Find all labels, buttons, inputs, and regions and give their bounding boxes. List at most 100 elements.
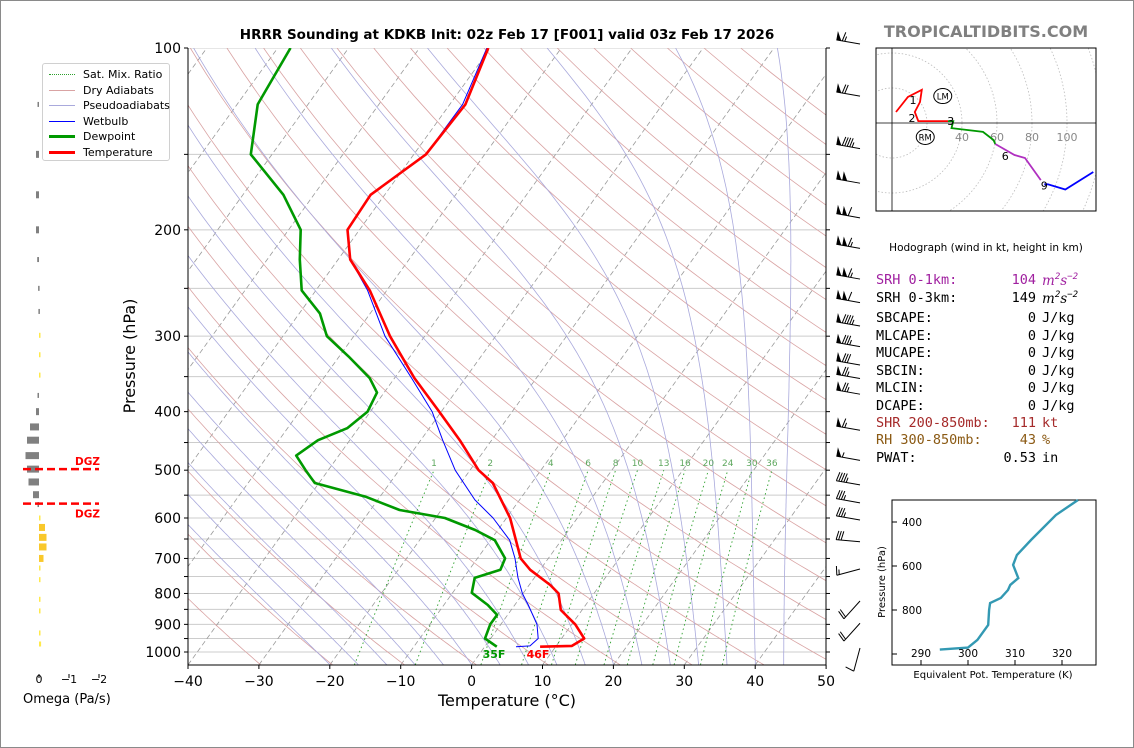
omega-bar [27,465,39,473]
omega-bar [37,257,39,263]
param-unit: in [1042,450,1058,466]
omega-bar [39,577,41,583]
param-label: MLCAPE: [876,328,933,344]
dry-adiabat [188,533,333,665]
isotherm [258,48,704,665]
unit-exp: −2 [1067,272,1079,282]
mixing-ratio-line [414,470,491,665]
barb-full [844,84,849,94]
theta-e-y-tick-label: 600 [902,561,922,573]
omega-bar [36,150,39,158]
unit-text: in [1042,450,1059,466]
param-unit: J/kg [1042,398,1075,414]
param-unit: m2s−2 [1042,290,1078,307]
mixing-ratio-label: 2 [487,459,493,469]
surface-dewpoint-label: 35F [483,648,506,661]
legend: Sat. Mix. Ratio Dry Adiabats Pseudoadiabat… [42,63,170,161]
barb-full [841,418,847,428]
wind-barb [835,489,861,504]
theta-e-x-label: Equivalent Pot. Temperature (K) [913,670,1072,681]
wind-barb [835,565,861,576]
param-value: 0 [1027,398,1036,414]
theta-e-x-tick-label: 300 [958,648,978,660]
barb-flag [836,204,842,215]
storm-motion-label: LM [937,93,949,103]
barb-full [844,137,849,147]
omega-bar [39,533,47,541]
unit-text: J/kg [1042,398,1075,414]
barb-half [850,272,853,278]
x-tick-label: 0 [467,674,476,690]
barb-full [835,507,841,517]
legend-swatch [49,135,75,138]
barb-half [843,495,847,501]
hodograph-height-label: 2 [908,112,915,125]
isotherm [471,172,826,665]
mixing-ratio-label: 6 [585,459,591,469]
barb-full [838,490,843,500]
dry-adiabat [188,408,477,665]
mixing-ratio-label: 1 [431,459,437,469]
hodograph-segment [895,88,948,122]
wind-barb [838,600,861,620]
barb-full [839,609,847,618]
pseudoadiabat [188,523,331,665]
param-unit: kt [1042,415,1058,431]
omega-axis-label: Omega (Pa/s) [23,692,111,707]
mixing-ratio-label: 13 [658,459,669,469]
omega-bar [39,372,41,378]
wind-barb [836,266,861,280]
legend-item: Dry Adiabats [49,83,154,98]
legend-swatch [49,120,75,122]
dewpoint-line [249,48,507,648]
mixing-ratio-label: 20 [703,459,715,469]
y-tick-label: 800 [154,586,181,602]
pseudoadiabat [188,254,529,665]
dry-adiabat [446,48,826,367]
barb-full [846,335,852,345]
x-tick-label: 40 [746,674,764,690]
hodograph-caption: Hodograph (wind in kt, height in km) [889,242,1083,254]
barb-staff [836,539,861,543]
barb-full [840,508,846,517]
barb-flag [836,365,842,376]
y-tick-label: 100 [154,41,181,57]
barb-full [841,382,847,392]
hodograph-ring-label: 40 [955,131,969,144]
x-tick-label: 30 [675,674,693,690]
barb-staff [836,143,861,150]
barb-full [841,366,847,376]
pseudoadiabat [546,48,728,665]
omega-bar [39,565,41,571]
param-value: 0 [1027,345,1036,361]
mixing-ratio-line [673,470,729,665]
legend-label: Sat. Mix. Ratio [83,68,163,81]
mixing-ratio-label: 24 [722,459,734,469]
omega-bar [33,491,39,499]
barb-staff [836,373,861,380]
wind-barb [836,447,861,461]
barb-full [844,335,849,345]
wind-barb [836,381,861,395]
barb-full [843,473,848,483]
legend-item: Dewpoint [49,129,135,144]
y-tick-label: 300 [154,329,181,345]
mixing-ratio-label: 4 [548,459,554,469]
hodograph-ring-label: 100 [1057,131,1078,144]
barb-full [838,472,843,482]
theta-e-y-label: Pressure (hPa) [877,546,888,618]
x-tick-label: −10 [386,674,416,690]
wind-barb [836,351,861,366]
omega-bar [39,641,42,647]
storm-motion-label: RM [919,134,932,144]
dry-adiabat [188,470,405,665]
param-label: SHR 200-850mb: [876,415,990,431]
param-label: DCAPE: [876,398,925,414]
legend-label: Dewpoint [83,130,136,143]
legend-label: Wetbulb [83,114,129,128]
unit-text: J/kg [1042,380,1075,396]
mixing-ratio-label: 30 [746,459,758,469]
unit-base: m [1042,273,1055,289]
hodograph-height-label: 6 [1002,150,1009,163]
wind-barb [836,417,861,431]
